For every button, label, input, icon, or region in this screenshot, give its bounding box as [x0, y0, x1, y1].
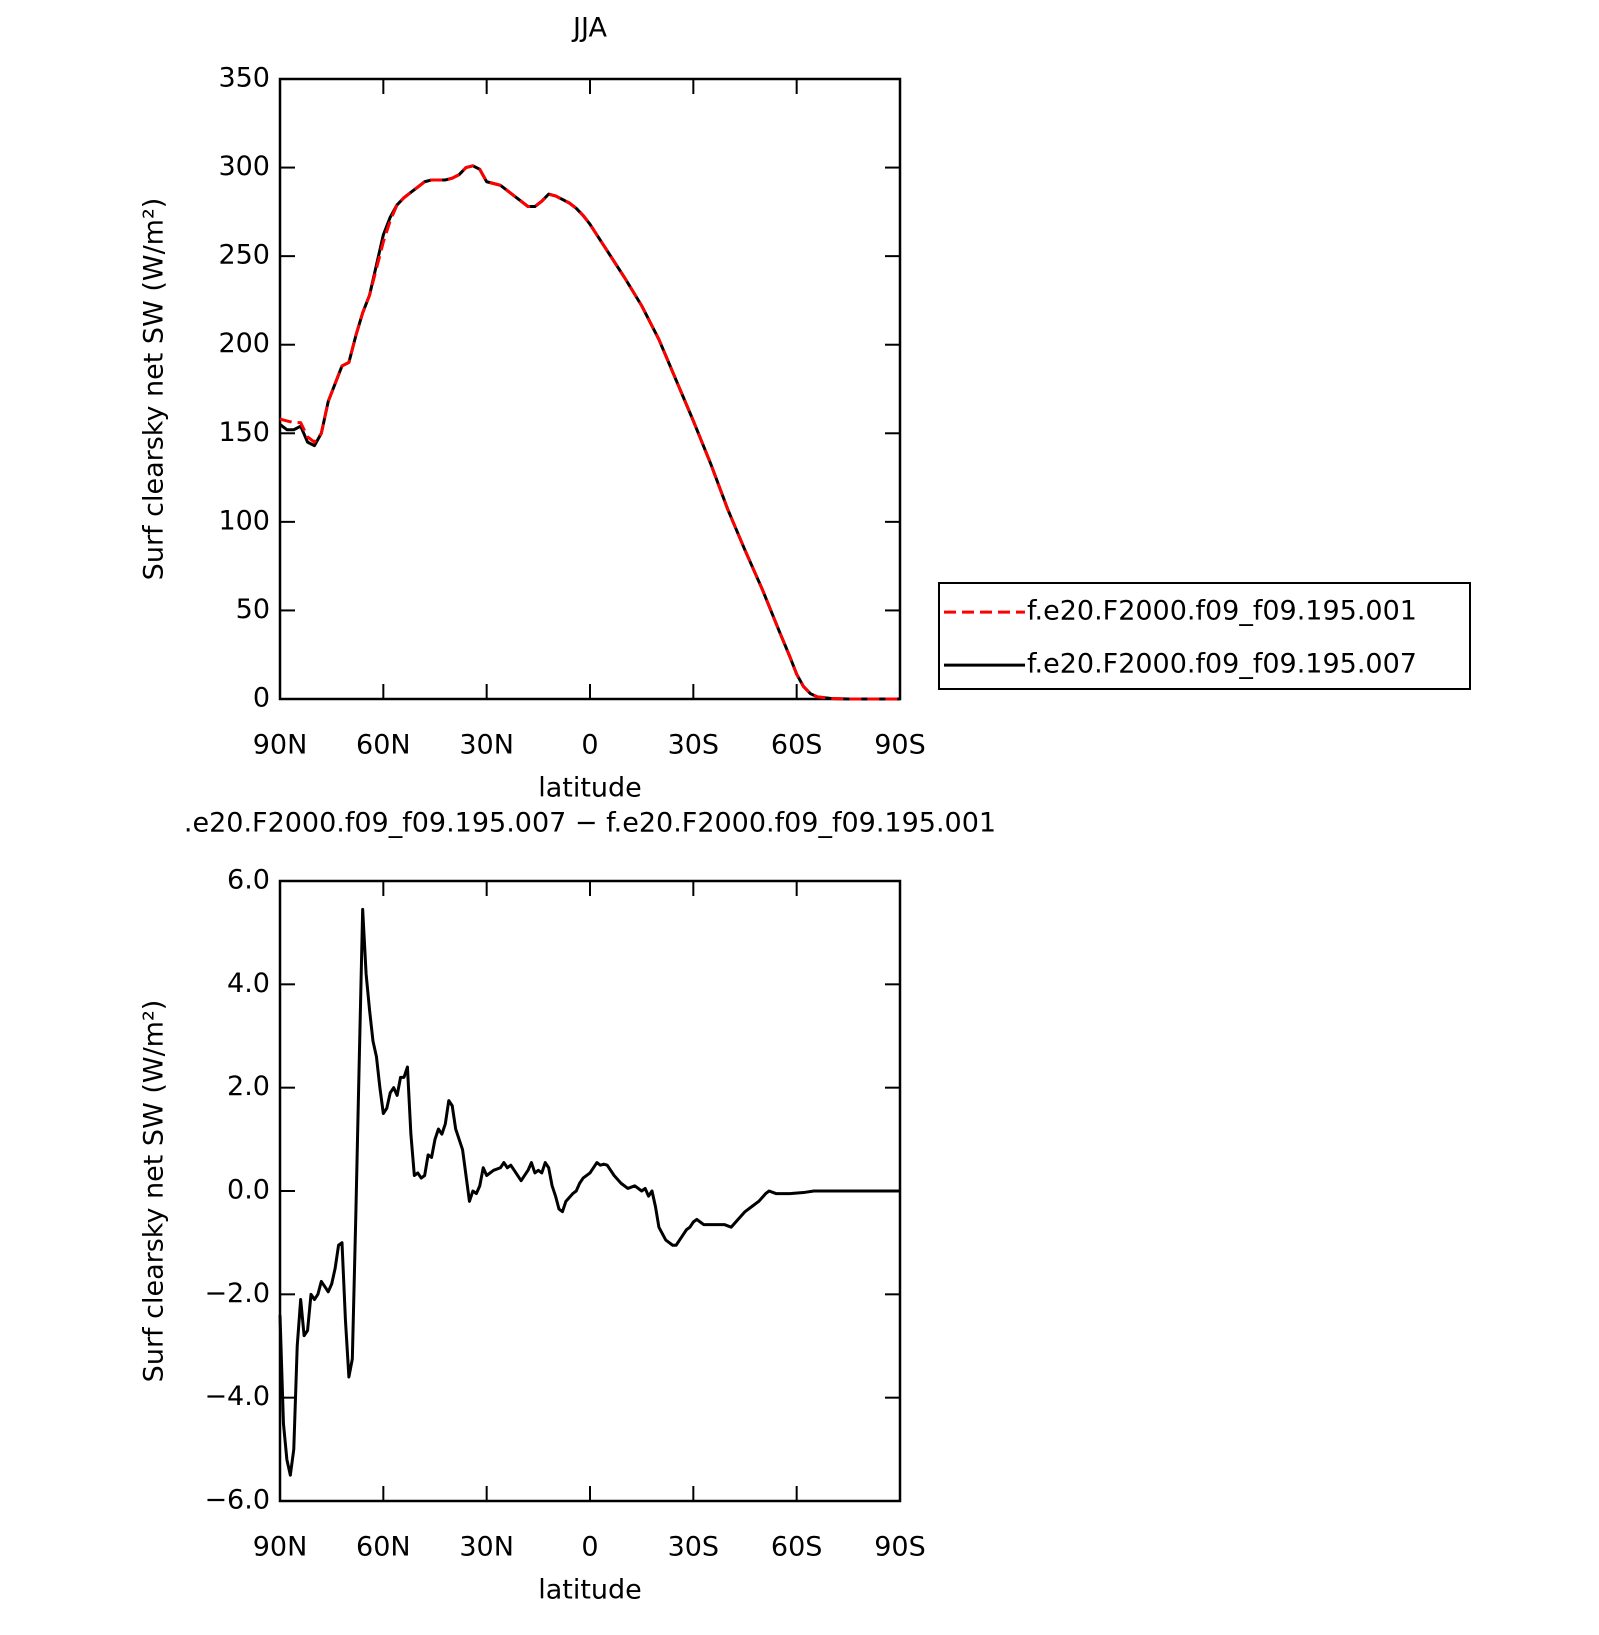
x-tick-label: 60S — [771, 730, 823, 761]
y-tick-label: 0 — [253, 683, 270, 714]
x-tick-label: 30N — [459, 730, 514, 761]
x-tick-label: 0 — [581, 1532, 598, 1563]
data-line — [278, 907, 900, 1477]
y-axis-label: Surf clearsky net SW (W/m²) — [139, 1000, 170, 1383]
x-tick-label: 30S — [668, 730, 720, 761]
x-axis-label: latitude — [538, 773, 642, 804]
y-tick-label: 4.0 — [227, 968, 270, 999]
x-axis-label: latitude — [538, 1575, 642, 1606]
y-tick-label: −6.0 — [204, 1485, 270, 1516]
x-tick-label: 30N — [459, 1532, 514, 1563]
x-tick-label: 90N — [253, 730, 308, 761]
y-tick-label: −4.0 — [204, 1381, 270, 1412]
data-line — [279, 164, 900, 701]
legend-box — [938, 582, 1471, 690]
legend-label: f.e20.F2000.f09_f09.195.001 — [1027, 596, 1417, 627]
y-tick-label: 0.0 — [227, 1175, 270, 1206]
plot-frame — [278, 77, 902, 701]
x-tick-label: 60N — [356, 1532, 411, 1563]
x-tick-label: 0 — [581, 730, 598, 761]
y-tick-label: −2.0 — [204, 1278, 270, 1309]
y-tick-label: 100 — [218, 505, 270, 536]
x-tick-label: 90N — [253, 1532, 308, 1563]
legend-label: f.e20.F2000.f09_f09.195.007 — [1027, 649, 1417, 680]
data-line — [279, 164, 900, 701]
y-tick-label: 2.0 — [227, 1071, 270, 1102]
x-tick-label: 90S — [874, 730, 926, 761]
chart-title: JJA — [571, 13, 607, 44]
y-tick-label: 350 — [218, 63, 270, 94]
y-axis-label: Surf clearsky net SW (W/m²) — [139, 198, 170, 581]
y-tick-label: 150 — [218, 417, 270, 448]
y-tick-label: 250 — [218, 240, 270, 271]
y-tick-label: 200 — [218, 328, 270, 359]
y-tick-label: 50 — [236, 594, 270, 625]
x-tick-label: 60S — [771, 1532, 823, 1563]
x-tick-label: 30S — [668, 1532, 720, 1563]
y-tick-label: 6.0 — [227, 865, 270, 896]
chart-title: .e20.F2000.f09_f09.195.007 − f.e20.F2000… — [184, 808, 996, 839]
x-tick-label: 90S — [874, 1532, 926, 1563]
x-tick-label: 60N — [356, 730, 411, 761]
y-tick-label: 300 — [218, 151, 270, 182]
